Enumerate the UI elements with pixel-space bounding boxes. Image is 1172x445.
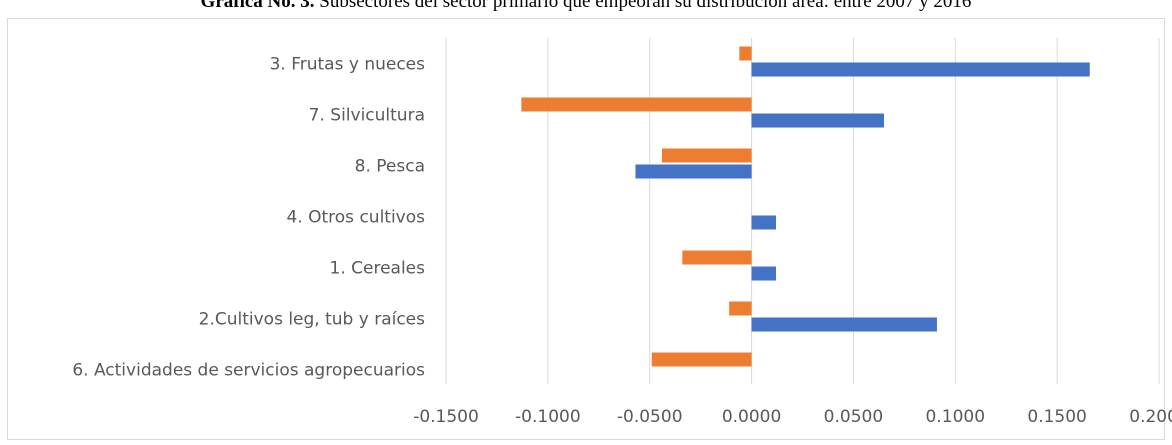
category-label: 3. Frutas y nueces (270, 55, 426, 75)
category-label: 8. Pesca (355, 157, 425, 177)
x-tick-label: 0.1500 (1027, 407, 1086, 427)
bar-blue (751, 266, 777, 281)
x-tick-label: 0.0000 (722, 407, 781, 427)
bar-blue (751, 215, 777, 230)
x-tick-label: -0.1000 (515, 407, 581, 427)
bar-orange (521, 97, 752, 112)
bars (521, 46, 1090, 367)
x-tick-label: 0.1000 (926, 407, 985, 427)
x-tick-label: -0.1500 (413, 407, 479, 427)
category-label: 2.Cultivos leg, tub y raíces (199, 310, 426, 330)
bar-orange (682, 250, 752, 265)
x-tick-label: 0.0500 (824, 407, 883, 427)
category-label: 1. Cereales (330, 259, 426, 279)
bar-orange (739, 46, 752, 61)
chart-frame (7, 18, 1165, 440)
bar-blue (751, 317, 937, 332)
x-tick-labels: -0.1500 -0.1000 -0.0500 0.0000 0.0500 0.1000 0… (413, 407, 1172, 427)
bar-orange (729, 301, 752, 316)
bar-blue (751, 113, 884, 128)
category-label: 4. Otros cultivos (287, 208, 426, 228)
bar-orange (661, 148, 752, 163)
chart-title: Gráfica No. 3. Subsectores del sector pr… (0, 0, 1172, 13)
bar-blue (635, 164, 752, 179)
category-labels: 3. Frutas y nueces 7. Silvicultura 8. Pesc… (72, 55, 425, 381)
x-tick-label: -0.0500 (617, 407, 683, 427)
bar-blue (751, 62, 1090, 77)
category-label: 7. Silvicultura (309, 106, 425, 126)
bar-orange (651, 352, 752, 367)
x-tick-label: 0.2000 (1129, 407, 1172, 427)
chart-title-text: Subsectores del sector primario que empe… (319, 0, 972, 12)
category-label: 6. Actividades de servicios agropecuario… (72, 361, 425, 381)
chart-title-prefix: Gráfica No. 3. (200, 0, 315, 12)
gridlines (445, 38, 1160, 384)
